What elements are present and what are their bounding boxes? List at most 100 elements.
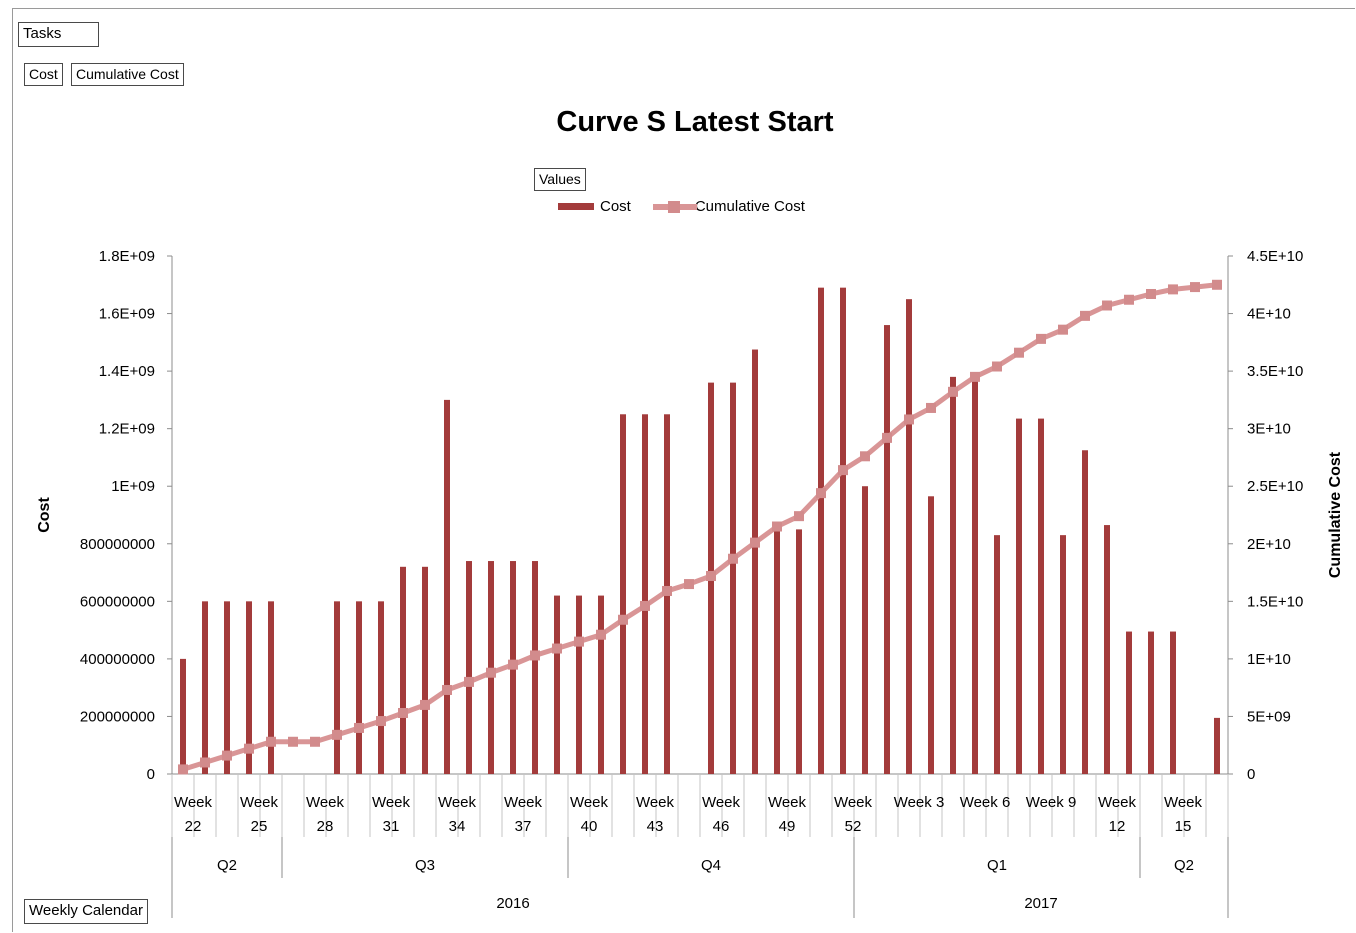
- cumulative-cost-marker: [1124, 294, 1134, 305]
- cumulative-cost-marker: [420, 699, 430, 710]
- cumulative-cost-marker: [640, 600, 650, 611]
- cumulative-cost-marker: [1080, 310, 1090, 321]
- cost-bar: [400, 566, 406, 774]
- x-week-label: Week: [1098, 794, 1137, 811]
- cost-bar: [884, 325, 890, 774]
- y-tick-label-left: 400000000: [80, 651, 155, 668]
- cost-bar: [906, 299, 912, 774]
- y-tick-label-right: 1.5E+10: [1247, 593, 1303, 610]
- cumulative-cost-marker: [882, 432, 892, 443]
- x-week-number-label: 15: [1175, 818, 1192, 835]
- x-week-number-label: 52: [845, 818, 862, 835]
- y-tick-label-left: 1.2E+09: [99, 421, 155, 438]
- cost-bar: [818, 287, 824, 774]
- cost-bar: [180, 658, 186, 774]
- cumulative-cost-marker: [288, 736, 298, 747]
- x-week-number-label: 12: [1109, 818, 1126, 835]
- y-tick-label-left: 1.4E+09: [99, 363, 155, 380]
- cumulative-cost-marker: [574, 636, 584, 647]
- cumulative-cost-marker: [838, 465, 848, 476]
- cumulative-cost-field-button[interactable]: Cumulative Cost: [71, 63, 184, 86]
- y-tick-label-right: 4E+10: [1247, 306, 1291, 323]
- x-week-label: Week 3: [894, 794, 945, 811]
- cumulative-cost-marker: [486, 667, 496, 678]
- cost-bar: [972, 376, 978, 774]
- cost-bar: [598, 595, 604, 774]
- weekly-calendar-field-button[interactable]: Weekly Calendar: [24, 899, 148, 924]
- cumulative-cost-marker: [904, 414, 914, 425]
- cost-bar: [466, 561, 472, 774]
- cost-bar: [840, 287, 846, 774]
- y-tick-label-left: 200000000: [80, 708, 155, 725]
- cumulative-cost-marker: [552, 643, 562, 654]
- cumulative-cost-marker: [1014, 347, 1024, 358]
- x-week-number-label: 46: [713, 818, 730, 835]
- chart-legend: Cost Cumulative Cost: [558, 198, 805, 215]
- cumulative-cost-marker: [596, 629, 606, 640]
- y-tick-label-left: 600000000: [80, 593, 155, 610]
- cost-bar: [202, 601, 208, 774]
- cumulative-cost-marker: [1036, 333, 1046, 344]
- cumulative-cost-marker: [200, 757, 210, 768]
- cumulative-cost-marker: [992, 361, 1002, 372]
- cumulative-cost-marker: [244, 743, 254, 754]
- cumulative-cost-marker: [1146, 288, 1156, 299]
- x-week-number-label: 49: [779, 818, 796, 835]
- y-tick-label-right: 2.5E+10: [1247, 478, 1303, 495]
- cumulative-cost-marker: [178, 764, 188, 775]
- cumulative-cost-marker: [662, 585, 672, 596]
- cost-bar: [752, 349, 758, 774]
- cumulative-cost-marker: [310, 736, 320, 747]
- y-tick-label-left: 1E+09: [111, 478, 155, 495]
- tasks-filter-button[interactable]: Tasks: [18, 22, 99, 47]
- cumulative-cost-marker: [860, 451, 870, 462]
- values-field-button[interactable]: Values: [534, 168, 586, 191]
- cost-bar: [796, 529, 802, 774]
- cumulative-cost-marker: [508, 659, 518, 670]
- cost-bar: [1104, 525, 1110, 774]
- x-quarter-label: Q1: [987, 857, 1007, 874]
- legend-cumulative-label: Cumulative Cost: [694, 198, 805, 215]
- cost-bar: [268, 601, 274, 774]
- cumulative-cost-marker: [970, 371, 980, 382]
- cumulative-cost-marker: [266, 736, 276, 747]
- cost-bar: [444, 399, 450, 774]
- cumulative-cost-marker: [948, 386, 958, 397]
- cumulative-cost-marker: [772, 521, 782, 532]
- cost-bar: [950, 376, 956, 774]
- y-tick-label-right: 5E+09: [1247, 708, 1291, 725]
- cumulative-cost-marker: [728, 553, 738, 564]
- y-tick-label-right: 2E+10: [1247, 536, 1291, 553]
- cost-bar: [862, 486, 868, 774]
- x-week-number-label: 22: [185, 818, 202, 835]
- x-week-label: Week: [372, 794, 411, 811]
- cost-bar: [1038, 418, 1044, 774]
- cost-bar: [928, 496, 934, 774]
- x-week-number-label: 40: [581, 818, 598, 835]
- cost-bar: [1082, 450, 1088, 774]
- cost-bar: [730, 382, 736, 774]
- cost-bar: [356, 601, 362, 774]
- cost-bar: [422, 566, 428, 774]
- x-week-label: Week: [306, 794, 345, 811]
- x-week-number-label: 34: [449, 818, 466, 835]
- cost-bar: [1060, 535, 1066, 774]
- cost-bar: [488, 561, 494, 774]
- cumulative-cost-marker: [618, 614, 628, 625]
- cost-bar: [554, 595, 560, 774]
- cost-field-button[interactable]: Cost: [24, 63, 63, 86]
- cost-bar: [620, 414, 626, 774]
- cumulative-cost-marker: [222, 750, 232, 761]
- y-tick-label-right: 0: [1247, 766, 1255, 783]
- cumulative-cost-marker: [750, 537, 760, 548]
- cumulative-cost-marker: [926, 402, 936, 413]
- cost-bar: [1214, 717, 1220, 774]
- cost-bar: [1016, 418, 1022, 774]
- x-week-label: Week: [174, 794, 213, 811]
- cost-bar: [246, 601, 252, 774]
- y-tick-label-left: 0: [147, 766, 155, 783]
- y-axis-title-right: Cumulative Cost: [1327, 451, 1344, 578]
- x-quarter-label: Q4: [701, 857, 721, 874]
- cost-bar: [1148, 631, 1154, 774]
- x-week-label: Week: [702, 794, 741, 811]
